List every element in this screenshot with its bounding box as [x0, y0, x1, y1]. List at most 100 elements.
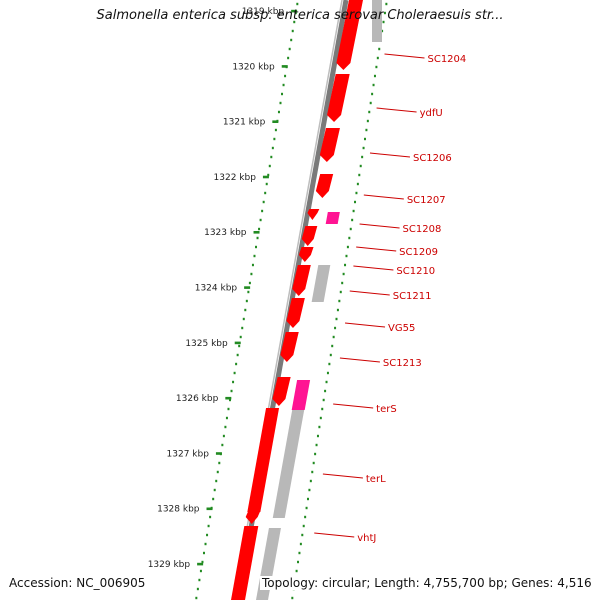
ring-dot: [242, 317, 245, 321]
gene-label: SC1210: [396, 266, 435, 277]
gene-feature: [245, 512, 260, 524]
ruler-tick: [262, 175, 269, 179]
genome-summary: Topology: circular; Length: 4,755,700 bp…: [260, 576, 592, 590]
ruler-tick-label: 1319 kbp: [242, 7, 285, 17]
outer-dotted-ring: [291, 2, 388, 600]
ruler-tick-label: 1325 kbp: [185, 339, 228, 349]
ring-dot: [245, 299, 248, 303]
ring-dot: [332, 335, 335, 339]
ring-dot: [293, 20, 296, 24]
ring-dot: [338, 299, 341, 303]
gene-feature: [298, 247, 314, 262]
ruler-tick-label: 1321 kbp: [223, 118, 266, 128]
ring-dot: [378, 47, 381, 51]
callout-line: [363, 194, 404, 200]
gene-label: terL: [366, 474, 386, 485]
ring-dot: [314, 452, 317, 456]
gene-feature: [319, 128, 340, 162]
ring-dot: [294, 11, 297, 15]
ring-dot: [309, 479, 312, 483]
ring-dot: [259, 218, 262, 222]
ring-dot: [204, 542, 207, 546]
ring-dot: [264, 191, 267, 195]
gene-feature: [272, 410, 305, 518]
ring-dot: [298, 551, 301, 555]
ring-dot: [216, 470, 219, 474]
ring-dot: [288, 47, 291, 51]
ring-dot: [308, 488, 311, 492]
ring-dot: [321, 407, 324, 411]
ring-dot: [354, 200, 357, 204]
ring-dot: [224, 425, 227, 429]
ring-dot: [341, 281, 344, 285]
ring-dot: [305, 506, 308, 510]
ring-dot: [319, 416, 322, 420]
callout-line: [333, 403, 374, 409]
ring-dot: [282, 83, 285, 87]
ruler-tick-label: 1328 kbp: [157, 505, 200, 515]
ring-dot: [311, 470, 314, 474]
ring-dot: [198, 578, 201, 582]
ring-dot: [382, 20, 385, 24]
ring-dot: [253, 254, 256, 258]
gene-feature: [311, 265, 331, 302]
ring-dot: [342, 272, 345, 276]
ruler-tick: [197, 562, 204, 566]
ruler-tick: [234, 341, 241, 345]
ring-dot: [222, 434, 225, 438]
ring-dot: [339, 290, 342, 294]
ruler-tick: [225, 396, 232, 400]
accession-text: Accession: NC_006905: [9, 576, 146, 590]
ruler-ticks: 1319 kbp 1320 kbp 1321 kbp 1322 kbp 1323 kbp…: [148, 7, 298, 570]
ring-dot: [296, 2, 299, 6]
gene-feature: [231, 526, 259, 600]
ring-dot: [359, 164, 362, 168]
ring-dot: [207, 524, 210, 528]
ring-dot: [322, 398, 325, 402]
gene-feature: [336, 0, 363, 70]
ring-dot: [328, 362, 331, 366]
ring-dot: [284, 74, 287, 78]
ring-dot: [325, 380, 328, 384]
ring-dot: [236, 353, 239, 357]
ring-dot: [262, 200, 265, 204]
ring-dot: [315, 443, 318, 447]
gene-feature: [327, 74, 350, 122]
ring-dot: [265, 182, 268, 186]
ring-dot: [239, 335, 242, 339]
ruler-tick: [244, 286, 251, 289]
ring-dot: [225, 416, 228, 420]
callout-line: [339, 357, 380, 363]
page-title: Salmonella enterica subsp. enterica sero…: [96, 8, 504, 23]
callout-line: [322, 473, 363, 479]
ruler-tick-label: 1329 kbp: [148, 560, 191, 570]
ring-dot: [241, 326, 244, 330]
ruler-tick-label: 1322 kbp: [214, 173, 257, 183]
callout-line: [359, 223, 400, 229]
ring-dot: [372, 83, 375, 87]
gene-feature: [280, 332, 299, 362]
ring-dot: [273, 137, 276, 141]
ring-dot: [233, 371, 236, 375]
ring-dot: [232, 380, 235, 384]
callout-line: [384, 53, 425, 59]
ring-dot: [271, 146, 274, 150]
ring-dot: [215, 479, 218, 483]
ring-dot: [201, 560, 204, 564]
ring-dot: [221, 443, 224, 447]
ring-dot: [376, 56, 379, 60]
gene-label: VG55: [388, 323, 415, 334]
ring-dot: [209, 515, 212, 519]
ring-dot: [329, 353, 332, 357]
gene-label: terS: [376, 404, 397, 415]
ring-dot: [261, 209, 264, 213]
callout-line: [344, 322, 386, 328]
ring-dot: [318, 425, 321, 429]
gene-feature: [286, 298, 305, 328]
ruler-tick-label: 1324 kbp: [195, 284, 238, 294]
ring-dot: [299, 542, 302, 546]
ruler-tick-label: 1323 kbp: [204, 228, 247, 238]
ruler-tick: [272, 120, 279, 123]
ruler-tick: [291, 9, 298, 13]
